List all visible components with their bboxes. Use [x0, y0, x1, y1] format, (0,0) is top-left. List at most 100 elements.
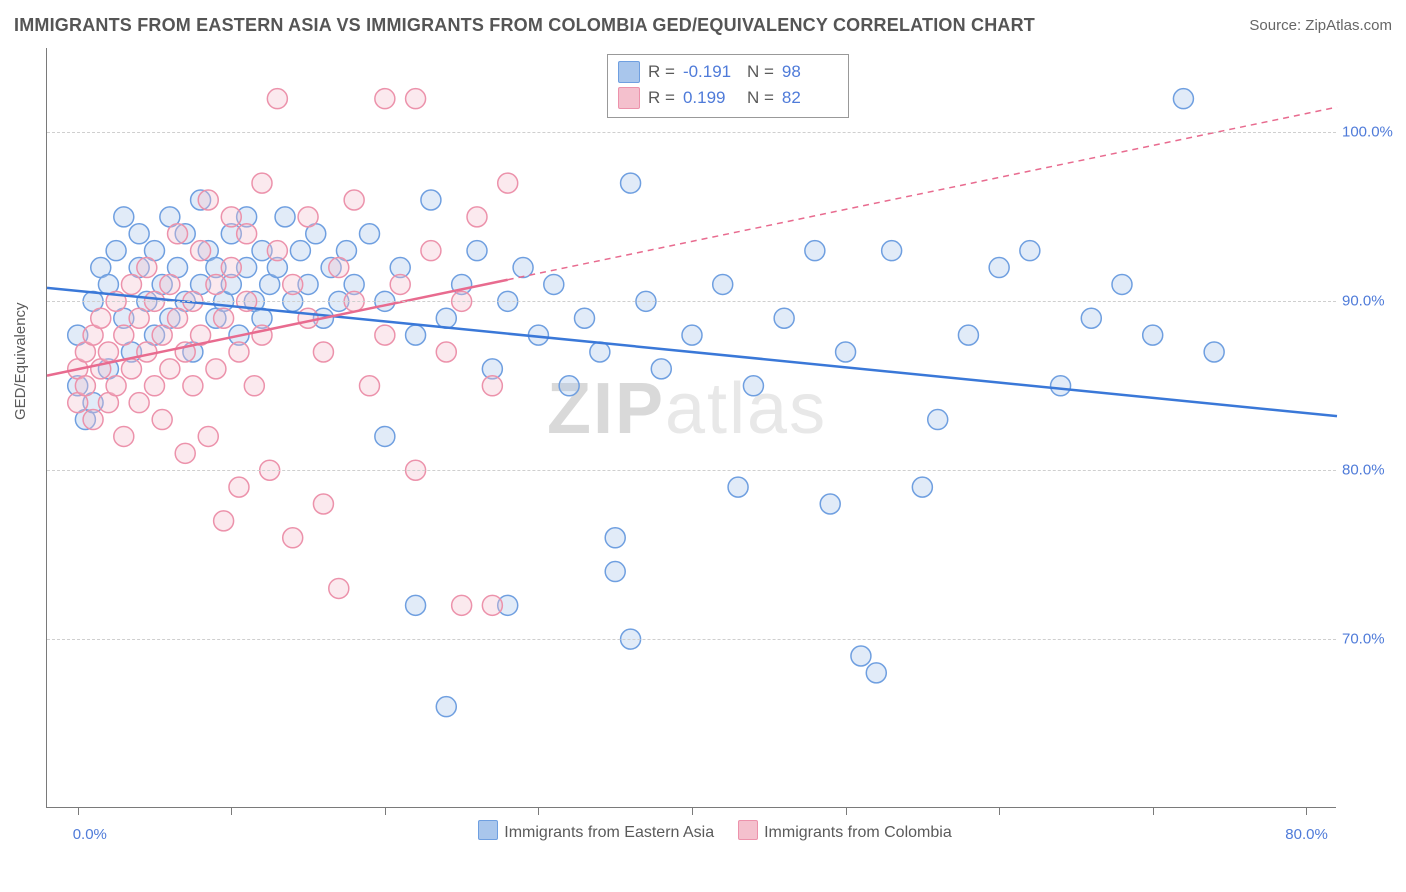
data-point [129, 393, 149, 413]
data-point [329, 258, 349, 278]
data-point [743, 376, 763, 396]
gridline [47, 639, 1336, 640]
legend-stat-row: R = -0.191N = 98 [618, 59, 838, 85]
chart-plot-area: ZIPatlas R = -0.191N = 98R = 0.199N = 82… [46, 48, 1336, 808]
x-tick [846, 807, 847, 815]
data-point [313, 494, 333, 514]
x-tick [231, 807, 232, 815]
data-point [252, 173, 272, 193]
data-point [912, 477, 932, 497]
data-point [206, 359, 226, 379]
x-tick [538, 807, 539, 815]
data-point [283, 274, 303, 294]
data-point [467, 207, 487, 227]
x-tick [999, 807, 1000, 815]
data-point [160, 359, 180, 379]
data-point [91, 308, 111, 328]
data-point [313, 342, 333, 362]
data-point [275, 207, 295, 227]
data-point [928, 410, 948, 430]
data-point [360, 376, 380, 396]
data-point [198, 190, 218, 210]
data-point [344, 190, 364, 210]
data-point [229, 342, 249, 362]
data-point [152, 325, 172, 345]
data-point [298, 207, 318, 227]
data-point [114, 426, 134, 446]
data-point [989, 258, 1009, 278]
data-point [406, 595, 426, 615]
data-point [605, 562, 625, 582]
data-point [214, 511, 234, 531]
data-point [1143, 325, 1163, 345]
x-tick [78, 807, 79, 815]
data-point [482, 595, 502, 615]
legend-bottom: Immigrants from Eastern AsiaImmigrants f… [0, 820, 1406, 884]
data-point [106, 241, 126, 261]
data-point [329, 578, 349, 598]
data-point [1173, 89, 1193, 109]
data-point [1020, 241, 1040, 261]
legend-series-label: Immigrants from Colombia [764, 824, 952, 841]
x-axis-label-max: 80.0% [1285, 826, 1328, 843]
data-point [651, 359, 671, 379]
legend-swatch [738, 820, 758, 840]
data-point [1112, 274, 1132, 294]
data-point [175, 443, 195, 463]
data-point [728, 477, 748, 497]
data-point [836, 342, 856, 362]
data-point [436, 342, 456, 362]
data-point [360, 224, 380, 244]
data-point [129, 308, 149, 328]
data-point [121, 359, 141, 379]
data-point [375, 89, 395, 109]
data-point [575, 308, 595, 328]
data-point [198, 426, 218, 446]
data-point [221, 207, 241, 227]
data-point [958, 325, 978, 345]
data-point [421, 241, 441, 261]
gridline [47, 132, 1336, 133]
data-point [137, 342, 157, 362]
x-axis-label-min: 0.0% [73, 826, 107, 843]
data-point [375, 325, 395, 345]
data-point [221, 258, 241, 278]
y-tick-label: 90.0% [1342, 293, 1402, 310]
data-point [436, 308, 456, 328]
data-point [605, 528, 625, 548]
data-point [375, 426, 395, 446]
y-tick-label: 70.0% [1342, 631, 1402, 648]
data-point [237, 224, 257, 244]
data-point [252, 325, 272, 345]
data-point [452, 595, 472, 615]
data-point [137, 258, 157, 278]
data-point [498, 173, 518, 193]
data-point [805, 241, 825, 261]
source-attribution: Source: ZipAtlas.com [1249, 17, 1392, 34]
data-point [145, 376, 165, 396]
data-point [98, 342, 118, 362]
data-point [467, 241, 487, 261]
data-point [713, 274, 733, 294]
data-point [244, 376, 264, 396]
legend-swatch [618, 87, 640, 109]
data-point [298, 308, 318, 328]
data-point [267, 241, 287, 261]
legend-swatch [478, 820, 498, 840]
x-tick [1153, 807, 1154, 815]
data-point [121, 274, 141, 294]
data-point [820, 494, 840, 514]
data-point [152, 410, 172, 430]
data-point [1204, 342, 1224, 362]
data-point [621, 173, 641, 193]
legend-stats-box: R = -0.191N = 98R = 0.199N = 82 [607, 54, 849, 118]
data-point [1051, 376, 1071, 396]
data-point [436, 697, 456, 717]
legend-stat-row: R = 0.199N = 82 [618, 85, 838, 111]
data-point [106, 376, 126, 396]
data-point [129, 224, 149, 244]
x-tick [692, 807, 693, 815]
data-point [390, 274, 410, 294]
chart-title: IMMIGRANTS FROM EASTERN ASIA VS IMMIGRAN… [14, 15, 1035, 36]
data-point [774, 308, 794, 328]
